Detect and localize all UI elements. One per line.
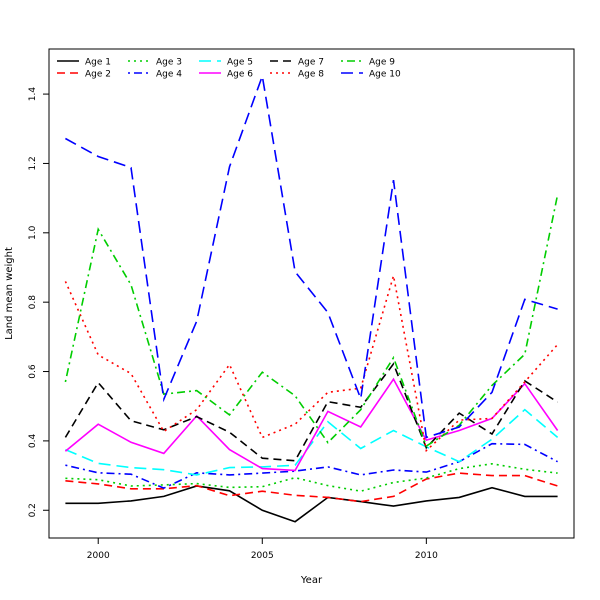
legend-item: Age 8 <box>270 70 324 80</box>
y-tick-label: 1.2 <box>28 156 38 170</box>
legend-label: Age 2 <box>85 70 111 80</box>
legend-label: Age 3 <box>156 58 182 68</box>
legend-item: Age 2 <box>57 70 111 80</box>
y-tick-label: 0.4 <box>28 433 38 448</box>
legend-item: Age 9 <box>341 58 395 68</box>
legend-label: Age 9 <box>369 58 395 68</box>
legend-label: Age 5 <box>227 58 253 68</box>
x-tick-label: 2010 <box>415 551 438 561</box>
legend-item: Age 6 <box>199 70 253 80</box>
series-line-7 <box>64 362 559 462</box>
y-tick-label: 0.8 <box>28 295 38 310</box>
x-axis-label: Year <box>300 575 323 586</box>
legend-label: Age 1 <box>85 58 111 68</box>
series-line-4 <box>65 442 558 489</box>
series-line-6 <box>64 377 559 472</box>
series-line-5 <box>65 408 559 476</box>
legend-label: Age 8 <box>298 70 324 80</box>
x-tick-label: 2000 <box>87 551 110 561</box>
legend-item: Age 5 <box>199 58 253 68</box>
y-tick-label: 0.6 <box>28 364 38 379</box>
legend-item: Age 10 <box>341 70 401 80</box>
y-tick-label: 1.0 <box>28 225 38 240</box>
legend: Age 1 Age 2 Age 3 Age 4 Age 5 Age 6 Age 7 Age 8… <box>57 58 401 80</box>
plot-border <box>48 48 575 539</box>
legend-item: Age 1 <box>57 58 111 68</box>
x-tick-label: 2005 <box>251 551 274 561</box>
legend-item: Age 3 <box>128 58 182 68</box>
y-axis-label: Land mean weight <box>4 247 15 340</box>
series-line-8 <box>64 275 559 453</box>
y-tick-label: 0.2 <box>28 503 38 517</box>
legend-item: Age 7 <box>270 58 324 68</box>
legend-label: Age 6 <box>227 70 253 80</box>
legend-label: Age 4 <box>156 70 182 80</box>
y-tick-label: 1.4 <box>28 87 38 102</box>
legend-label: Age 7 <box>298 58 324 68</box>
legend-label: Age 10 <box>369 70 401 80</box>
series-line-9 <box>64 194 559 448</box>
axes: 2000 2005 2010 0.2 0.4 0.6 0.8 1.0 1.2 1.4 <box>28 87 438 561</box>
legend-item: Age 4 <box>128 70 182 80</box>
series-line-10 <box>65 72 558 439</box>
series-line-2 <box>65 472 558 503</box>
series-line-1 <box>65 485 558 523</box>
plot-area <box>64 72 559 523</box>
